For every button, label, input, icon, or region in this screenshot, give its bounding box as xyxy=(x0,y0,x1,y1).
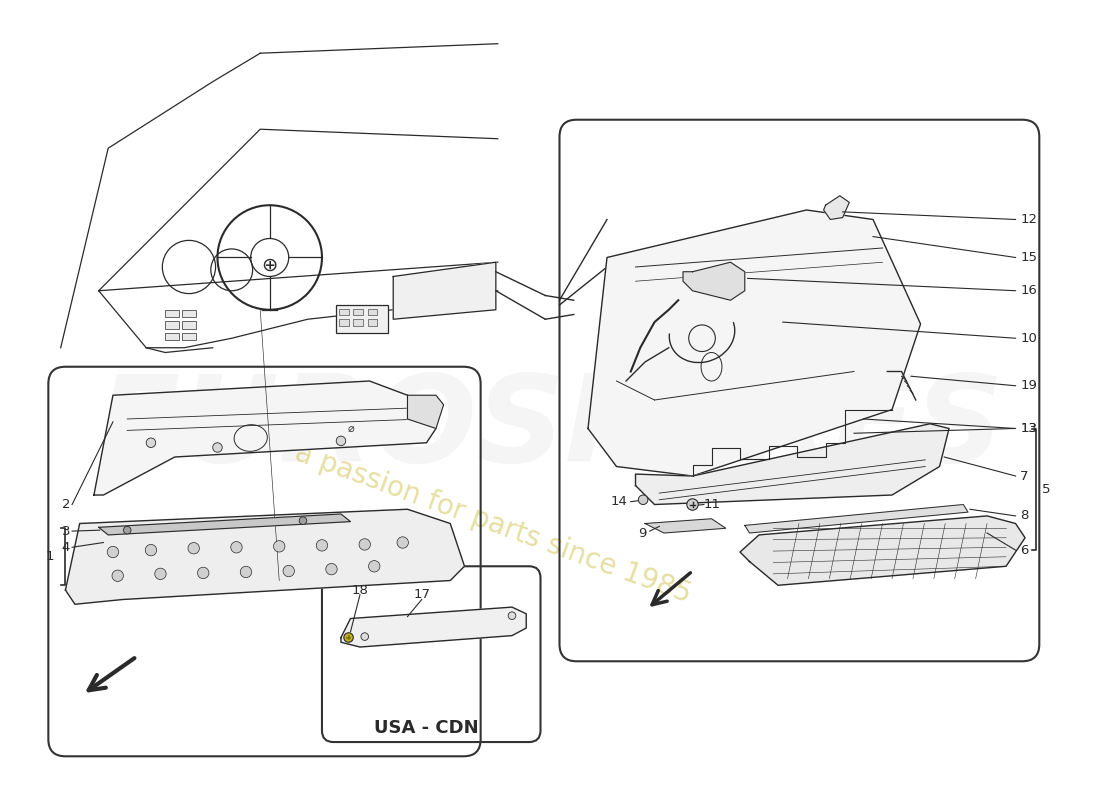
Circle shape xyxy=(231,542,242,553)
Text: 18: 18 xyxy=(352,583,368,597)
Bar xyxy=(339,319,349,326)
Text: 10: 10 xyxy=(1021,332,1037,345)
Polygon shape xyxy=(94,381,436,495)
Circle shape xyxy=(344,633,353,642)
Polygon shape xyxy=(824,196,849,219)
Text: 12: 12 xyxy=(1021,213,1037,226)
Text: 8: 8 xyxy=(1021,510,1028,522)
Text: 3: 3 xyxy=(62,525,70,538)
Bar xyxy=(165,310,178,318)
Text: 2: 2 xyxy=(62,498,70,511)
Circle shape xyxy=(368,561,379,572)
Bar xyxy=(183,333,196,340)
Bar xyxy=(353,309,363,315)
Polygon shape xyxy=(393,262,496,319)
Text: 13: 13 xyxy=(1021,422,1037,435)
Text: 15: 15 xyxy=(1021,251,1037,264)
Text: 7: 7 xyxy=(1021,470,1028,482)
Text: 1: 1 xyxy=(45,550,54,563)
Circle shape xyxy=(337,436,345,446)
Text: a passion for parts since 1985: a passion for parts since 1985 xyxy=(292,438,695,609)
Circle shape xyxy=(283,566,295,577)
Text: 19: 19 xyxy=(1021,379,1037,392)
Circle shape xyxy=(112,570,123,582)
Polygon shape xyxy=(645,518,726,533)
Circle shape xyxy=(146,438,156,447)
Text: 9: 9 xyxy=(638,526,647,539)
Polygon shape xyxy=(341,607,526,647)
Text: 6: 6 xyxy=(1021,544,1028,557)
Text: 16: 16 xyxy=(1021,284,1037,298)
Text: 14: 14 xyxy=(610,495,628,508)
Circle shape xyxy=(638,495,648,505)
Bar xyxy=(165,321,178,329)
Circle shape xyxy=(361,633,368,640)
Polygon shape xyxy=(65,510,464,604)
Circle shape xyxy=(299,517,307,525)
Circle shape xyxy=(145,545,156,556)
Text: 5: 5 xyxy=(1042,483,1050,496)
Circle shape xyxy=(198,567,209,578)
Circle shape xyxy=(317,540,328,551)
Bar xyxy=(367,309,377,315)
Circle shape xyxy=(274,541,285,552)
Bar xyxy=(367,319,377,326)
Polygon shape xyxy=(683,262,745,300)
Polygon shape xyxy=(745,505,968,533)
Bar xyxy=(353,319,363,326)
Text: ⌀: ⌀ xyxy=(348,423,354,434)
Polygon shape xyxy=(99,514,351,535)
Text: 11: 11 xyxy=(704,498,720,511)
Bar xyxy=(183,310,196,318)
Text: ⊕: ⊕ xyxy=(262,255,278,274)
Bar xyxy=(165,333,178,340)
Polygon shape xyxy=(407,395,443,429)
Circle shape xyxy=(686,499,698,510)
Circle shape xyxy=(240,566,252,578)
Circle shape xyxy=(188,542,199,554)
Polygon shape xyxy=(740,516,1025,586)
Text: 17: 17 xyxy=(414,588,430,602)
Text: 13: 13 xyxy=(1021,422,1037,435)
Circle shape xyxy=(359,538,371,550)
Circle shape xyxy=(508,612,516,619)
Circle shape xyxy=(107,546,119,558)
Polygon shape xyxy=(588,210,921,476)
Bar xyxy=(337,305,388,334)
Circle shape xyxy=(397,537,408,548)
Circle shape xyxy=(123,526,131,534)
Circle shape xyxy=(326,563,338,575)
Bar xyxy=(183,321,196,329)
Circle shape xyxy=(155,568,166,579)
Circle shape xyxy=(212,442,222,452)
Text: 4: 4 xyxy=(62,541,70,554)
Polygon shape xyxy=(636,424,949,505)
Text: USA - CDN: USA - CDN xyxy=(374,718,478,737)
Bar xyxy=(339,309,349,315)
Text: EUROSPARES: EUROSPARES xyxy=(97,370,1003,487)
